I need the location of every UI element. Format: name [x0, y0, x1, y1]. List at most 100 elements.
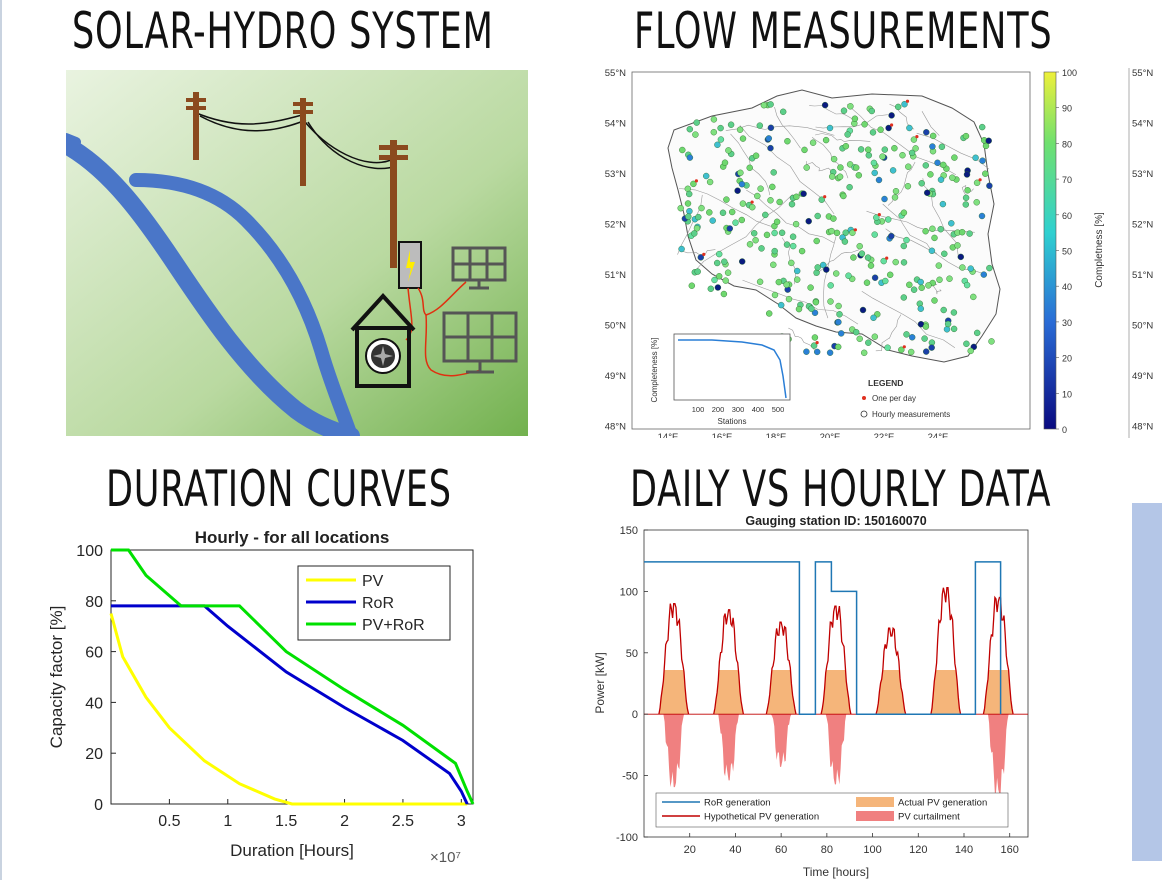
station-marker: [979, 123, 986, 131]
station-marker: [881, 195, 888, 203]
station-marker: [734, 187, 741, 194]
station-marker: [892, 258, 899, 266]
station-marker: [739, 200, 747, 207]
station-marker: [826, 349, 834, 356]
station-marker: [809, 139, 817, 146]
river-line: [679, 249, 716, 256]
right-lat-tick-label: 55°N: [1132, 68, 1153, 79]
station-marker: [922, 227, 929, 235]
colorbar-tick-label: 100: [1062, 68, 1077, 78]
station-marker: [962, 194, 970, 202]
station-marker: [736, 126, 744, 133]
station-marker: [814, 212, 821, 220]
station-marker: [889, 167, 897, 174]
station-marker: [885, 216, 892, 223]
station-marker: [739, 135, 747, 142]
inset-xtick-label: 200: [712, 405, 725, 414]
station-marker: [813, 348, 821, 356]
heading-duration-curves: DURATION CURVES: [106, 460, 452, 518]
station-marker: [846, 183, 853, 191]
station-marker: [931, 297, 938, 304]
station-marker: [964, 187, 971, 194]
station-marker: [922, 162, 929, 169]
station-marker: [951, 154, 958, 161]
daily-station-marker: [694, 179, 698, 183]
station-marker: [822, 136, 830, 144]
duration-series-pv: [109, 613, 468, 806]
station-marker: [801, 146, 808, 154]
station-marker: [819, 261, 827, 269]
station-marker: [826, 124, 834, 132]
station-marker: [828, 173, 836, 180]
station-marker: [811, 309, 819, 317]
solar-panel-large-icon: [442, 311, 518, 374]
solar-hydro-illustration: [66, 70, 528, 436]
actual-pv-area: [930, 670, 961, 715]
station-marker: [924, 189, 931, 197]
station-marker: [853, 329, 860, 336]
right-lat-tick-label: 50°N: [1132, 321, 1153, 332]
station-marker: [760, 102, 768, 109]
station-marker: [807, 284, 814, 291]
hypothetical-pv-line: [930, 587, 962, 715]
river-line: [882, 203, 938, 254]
station-marker: [980, 271, 987, 278]
station-marker: [864, 254, 872, 261]
station-marker: [833, 229, 841, 237]
station-marker: [908, 348, 915, 356]
river-line: [875, 314, 902, 352]
river-line: [693, 194, 793, 273]
station-marker: [814, 264, 821, 271]
right-latitude-labels: 55°N 54°N 53°N 52°N 51°N 50°N 49°N 48°N: [1132, 68, 1153, 433]
station-marker: [982, 170, 989, 177]
station-marker: [962, 132, 970, 140]
daily-station-marker: [890, 123, 894, 127]
station-marker: [905, 163, 912, 170]
colorbar-tick-label: 50: [1062, 247, 1072, 257]
station-marker: [765, 135, 773, 142]
daily-station-marker: [915, 135, 919, 139]
pv-curtailment-area: [766, 714, 796, 767]
station-marker: [888, 232, 895, 240]
station-marker: [773, 218, 781, 226]
power-xlabel: Time [hours]: [803, 865, 869, 879]
station-marker: [849, 229, 856, 237]
power-y-tick-label: 0: [632, 709, 638, 721]
station-marker: [858, 250, 866, 257]
station-marker: [811, 334, 819, 341]
duration-ylabel: Capacity factor [%]: [47, 606, 66, 749]
station-marker: [769, 183, 776, 191]
station-marker: [690, 180, 697, 188]
power-x-tick-label: 80: [821, 844, 833, 856]
station-marker: [770, 261, 777, 269]
longitude-tick-labels: 14°E 16°E 18°E 20°E 22°E 24°E: [658, 432, 949, 438]
station-marker: [857, 146, 865, 153]
duration-curve-chart: Hourly - for all locations 020406080100 …: [47, 528, 475, 866]
right-lat-tick-label: 49°N: [1132, 371, 1153, 382]
power-legend-swatch: [856, 797, 894, 807]
station-marker: [714, 284, 722, 291]
station-marker: [812, 298, 820, 306]
heat-pump-fan-icon: [365, 338, 401, 374]
inset-xticks: 100 200 300 400 500: [692, 405, 785, 414]
station-marker: [836, 173, 844, 180]
duration-x-tick-label: 1.5: [275, 813, 297, 830]
latitude-tick-labels: 55°N 54°N 53°N 52°N 51°N 50°N 49°N 48°N: [605, 68, 626, 433]
station-marker: [771, 247, 778, 255]
station-marker: [906, 281, 913, 289]
station-marker: [909, 334, 916, 341]
station-marker: [871, 231, 878, 238]
power-y-tick-label: -100: [616, 832, 638, 844]
colorbar-tick-label: 80: [1062, 139, 1072, 149]
station-marker: [870, 314, 877, 322]
station-marker: [827, 282, 834, 289]
station-marker: [912, 145, 919, 152]
station-marker: [783, 281, 790, 288]
duration-series: [109, 548, 475, 806]
hypothetical-pv-line: [713, 609, 745, 715]
station-marker: [684, 200, 692, 207]
solar-panel-small-icon: [451, 246, 507, 290]
station-marker: [837, 330, 845, 337]
colorbar-tick-label: 20: [1062, 354, 1072, 364]
